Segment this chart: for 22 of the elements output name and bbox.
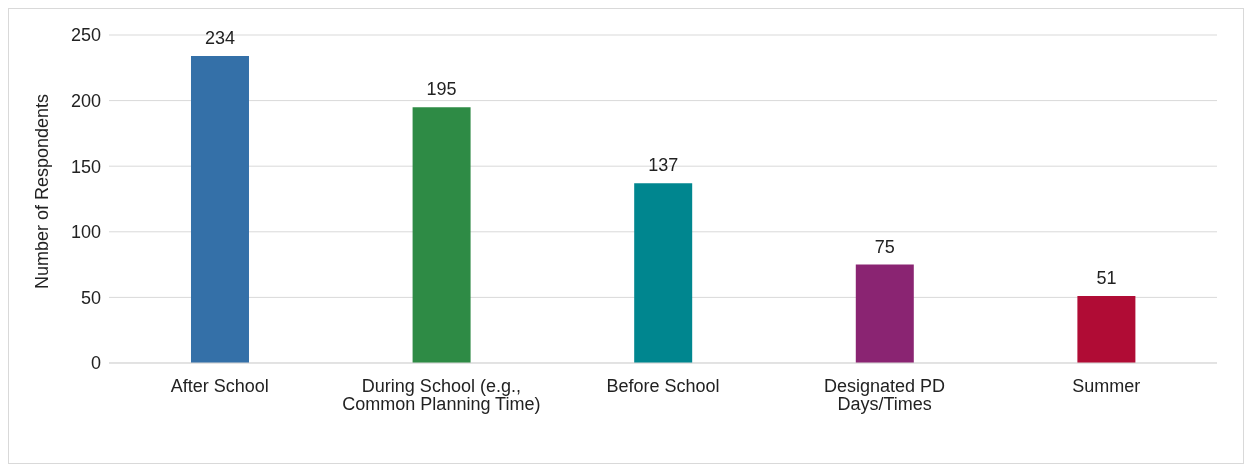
y-tick-label: 250 <box>70 25 101 46</box>
bar <box>412 107 471 363</box>
x-tick-label: Designated PD Days/Times <box>824 375 946 414</box>
data-label: 51 <box>1096 268 1117 289</box>
x-tick-label: After School <box>170 375 269 396</box>
bar <box>190 55 249 363</box>
data-label: 234 <box>204 27 236 48</box>
bar <box>855 264 914 363</box>
data-label: 195 <box>426 79 457 100</box>
x-tick-label: Summer <box>1072 375 1141 396</box>
bar <box>1077 296 1136 363</box>
y-tick-label: 50 <box>80 287 101 308</box>
x-tick-label: During School (e.g., Common Planning Time) <box>342 375 541 414</box>
y-axis-title: Number of Respondents <box>32 93 53 289</box>
data-label: 137 <box>648 155 679 176</box>
y-tick-label: 0 <box>90 353 101 374</box>
y-tick-label: 100 <box>70 222 101 243</box>
x-tick-label: Before School <box>606 375 720 396</box>
data-label: 75 <box>874 236 895 257</box>
y-tick-label: 200 <box>70 90 101 111</box>
y-tick-label: 150 <box>70 156 101 177</box>
bar <box>634 183 693 363</box>
